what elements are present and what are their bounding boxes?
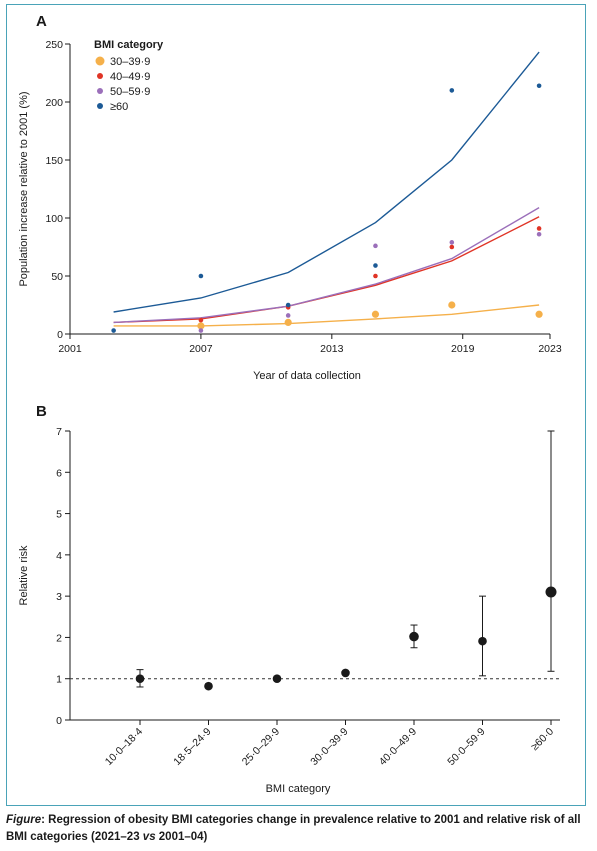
data-point-series-1	[535, 310, 543, 318]
data-point-series-3	[373, 243, 378, 249]
data-point	[409, 631, 419, 642]
x-axis-label: BMI category	[266, 783, 331, 795]
data-point-series-2	[536, 226, 542, 231]
panel-a-chart: 0 50 100 150 200 250 2001 2007 2013 2019 2023 Year …	[18, 39, 562, 382]
caption-tail: 2001–04)	[155, 831, 208, 843]
legend-title: BMI category	[94, 39, 164, 51]
data-point	[478, 636, 487, 646]
panel-a-label: A	[36, 13, 47, 30]
x-axis-label: Year of data collection	[253, 370, 361, 382]
data-point	[545, 586, 557, 598]
data-point-series-3	[536, 231, 542, 237]
y-tick-label: 250	[45, 39, 63, 51]
legend-label-2: 40–49·9	[110, 71, 150, 83]
data-point-series-4	[536, 83, 542, 89]
data-point-series-1	[197, 322, 205, 330]
data-point-series-2	[373, 273, 378, 279]
fit-line-series-4	[113, 51, 540, 313]
y-tick-label: 50	[51, 271, 63, 283]
x-tick-label: 50·0–59·9	[445, 726, 487, 768]
x-tick-label: 2019	[451, 343, 475, 355]
fit-line-series-3	[113, 206, 540, 324]
legend-marker-1	[95, 56, 105, 66]
x-tick-label: 25·0–29·9	[240, 726, 282, 768]
y-tick-label: 7	[56, 426, 62, 438]
data-point-series-4	[449, 88, 455, 93]
y-tick-label: 3	[56, 591, 62, 603]
data-point	[272, 674, 282, 684]
y-tick-label: 0	[56, 715, 62, 727]
fit-line-series-2	[113, 216, 540, 324]
figure-frame	[6, 4, 586, 806]
data-point-series-3	[285, 313, 291, 318]
data-point-series-4	[111, 328, 116, 333]
y-tick-label: 2	[56, 632, 62, 644]
legend-label-4: ≥60	[110, 101, 128, 113]
x-tick-label: 2023	[538, 343, 562, 355]
x-tick-label: 2001	[58, 343, 82, 355]
data-point-series-4	[198, 273, 204, 279]
caption-lead: Figure	[6, 814, 42, 826]
data-point-series-3	[198, 328, 204, 333]
y-tick-label: 5	[56, 509, 62, 521]
legend-marker-2	[97, 73, 103, 79]
x-tick-label: 2007	[189, 343, 213, 355]
legend-label-3: 50–59·9	[110, 86, 150, 98]
data-point-series-2	[449, 244, 455, 250]
y-tick-label: 4	[56, 550, 62, 562]
y-tick-label: 100	[45, 213, 63, 225]
data-point-series-1	[448, 301, 456, 309]
x-tick-label: 18·5–24·9	[171, 726, 213, 768]
y-axis-label: Population increase relative to 2001 (%)	[18, 91, 30, 286]
x-tick-label: 30·0–39·9	[308, 726, 350, 768]
y-axis-label: Relative risk	[18, 545, 30, 605]
y-tick-label: 1	[56, 674, 62, 686]
data-point-series-2	[198, 317, 204, 323]
panel-b-chart: 0 1 2 3 4 5 6 7 10·0–18·4 18·5–24·9 25·0–29·9 30·0–…	[18, 426, 560, 795]
caption-vs: vs	[142, 831, 156, 843]
data-point-series-4	[285, 302, 291, 308]
y-tick-label: 6	[56, 467, 62, 479]
x-tick-label: 40·0–49·9	[377, 726, 419, 768]
data-point-series-4	[373, 263, 378, 268]
legend-marker-4	[97, 103, 103, 109]
panel-b-label: B	[36, 403, 47, 420]
data-point	[135, 674, 145, 684]
data-point	[204, 681, 213, 691]
x-tick-label: ≥60·0	[529, 726, 557, 754]
data-point-series-1	[284, 318, 292, 326]
legend-marker-3	[97, 88, 103, 94]
data-point-series-1	[371, 310, 380, 318]
x-tick-label: 2013	[320, 343, 344, 355]
fit-line-series-1	[113, 304, 540, 327]
y-tick-label: 200	[45, 97, 63, 109]
y-tick-label: 0	[57, 329, 63, 341]
figure-caption: Figure: Regression of obesity BMI catego…	[6, 812, 591, 846]
caption-text: : Regression of obesity BMI categories c…	[6, 814, 581, 843]
data-point-series-3	[449, 240, 455, 245]
x-tick-label: 10·0–18·4	[103, 726, 145, 768]
y-tick-label: 150	[45, 155, 63, 167]
legend-label-1: 30–39·9	[110, 56, 150, 68]
data-point	[341, 668, 350, 678]
